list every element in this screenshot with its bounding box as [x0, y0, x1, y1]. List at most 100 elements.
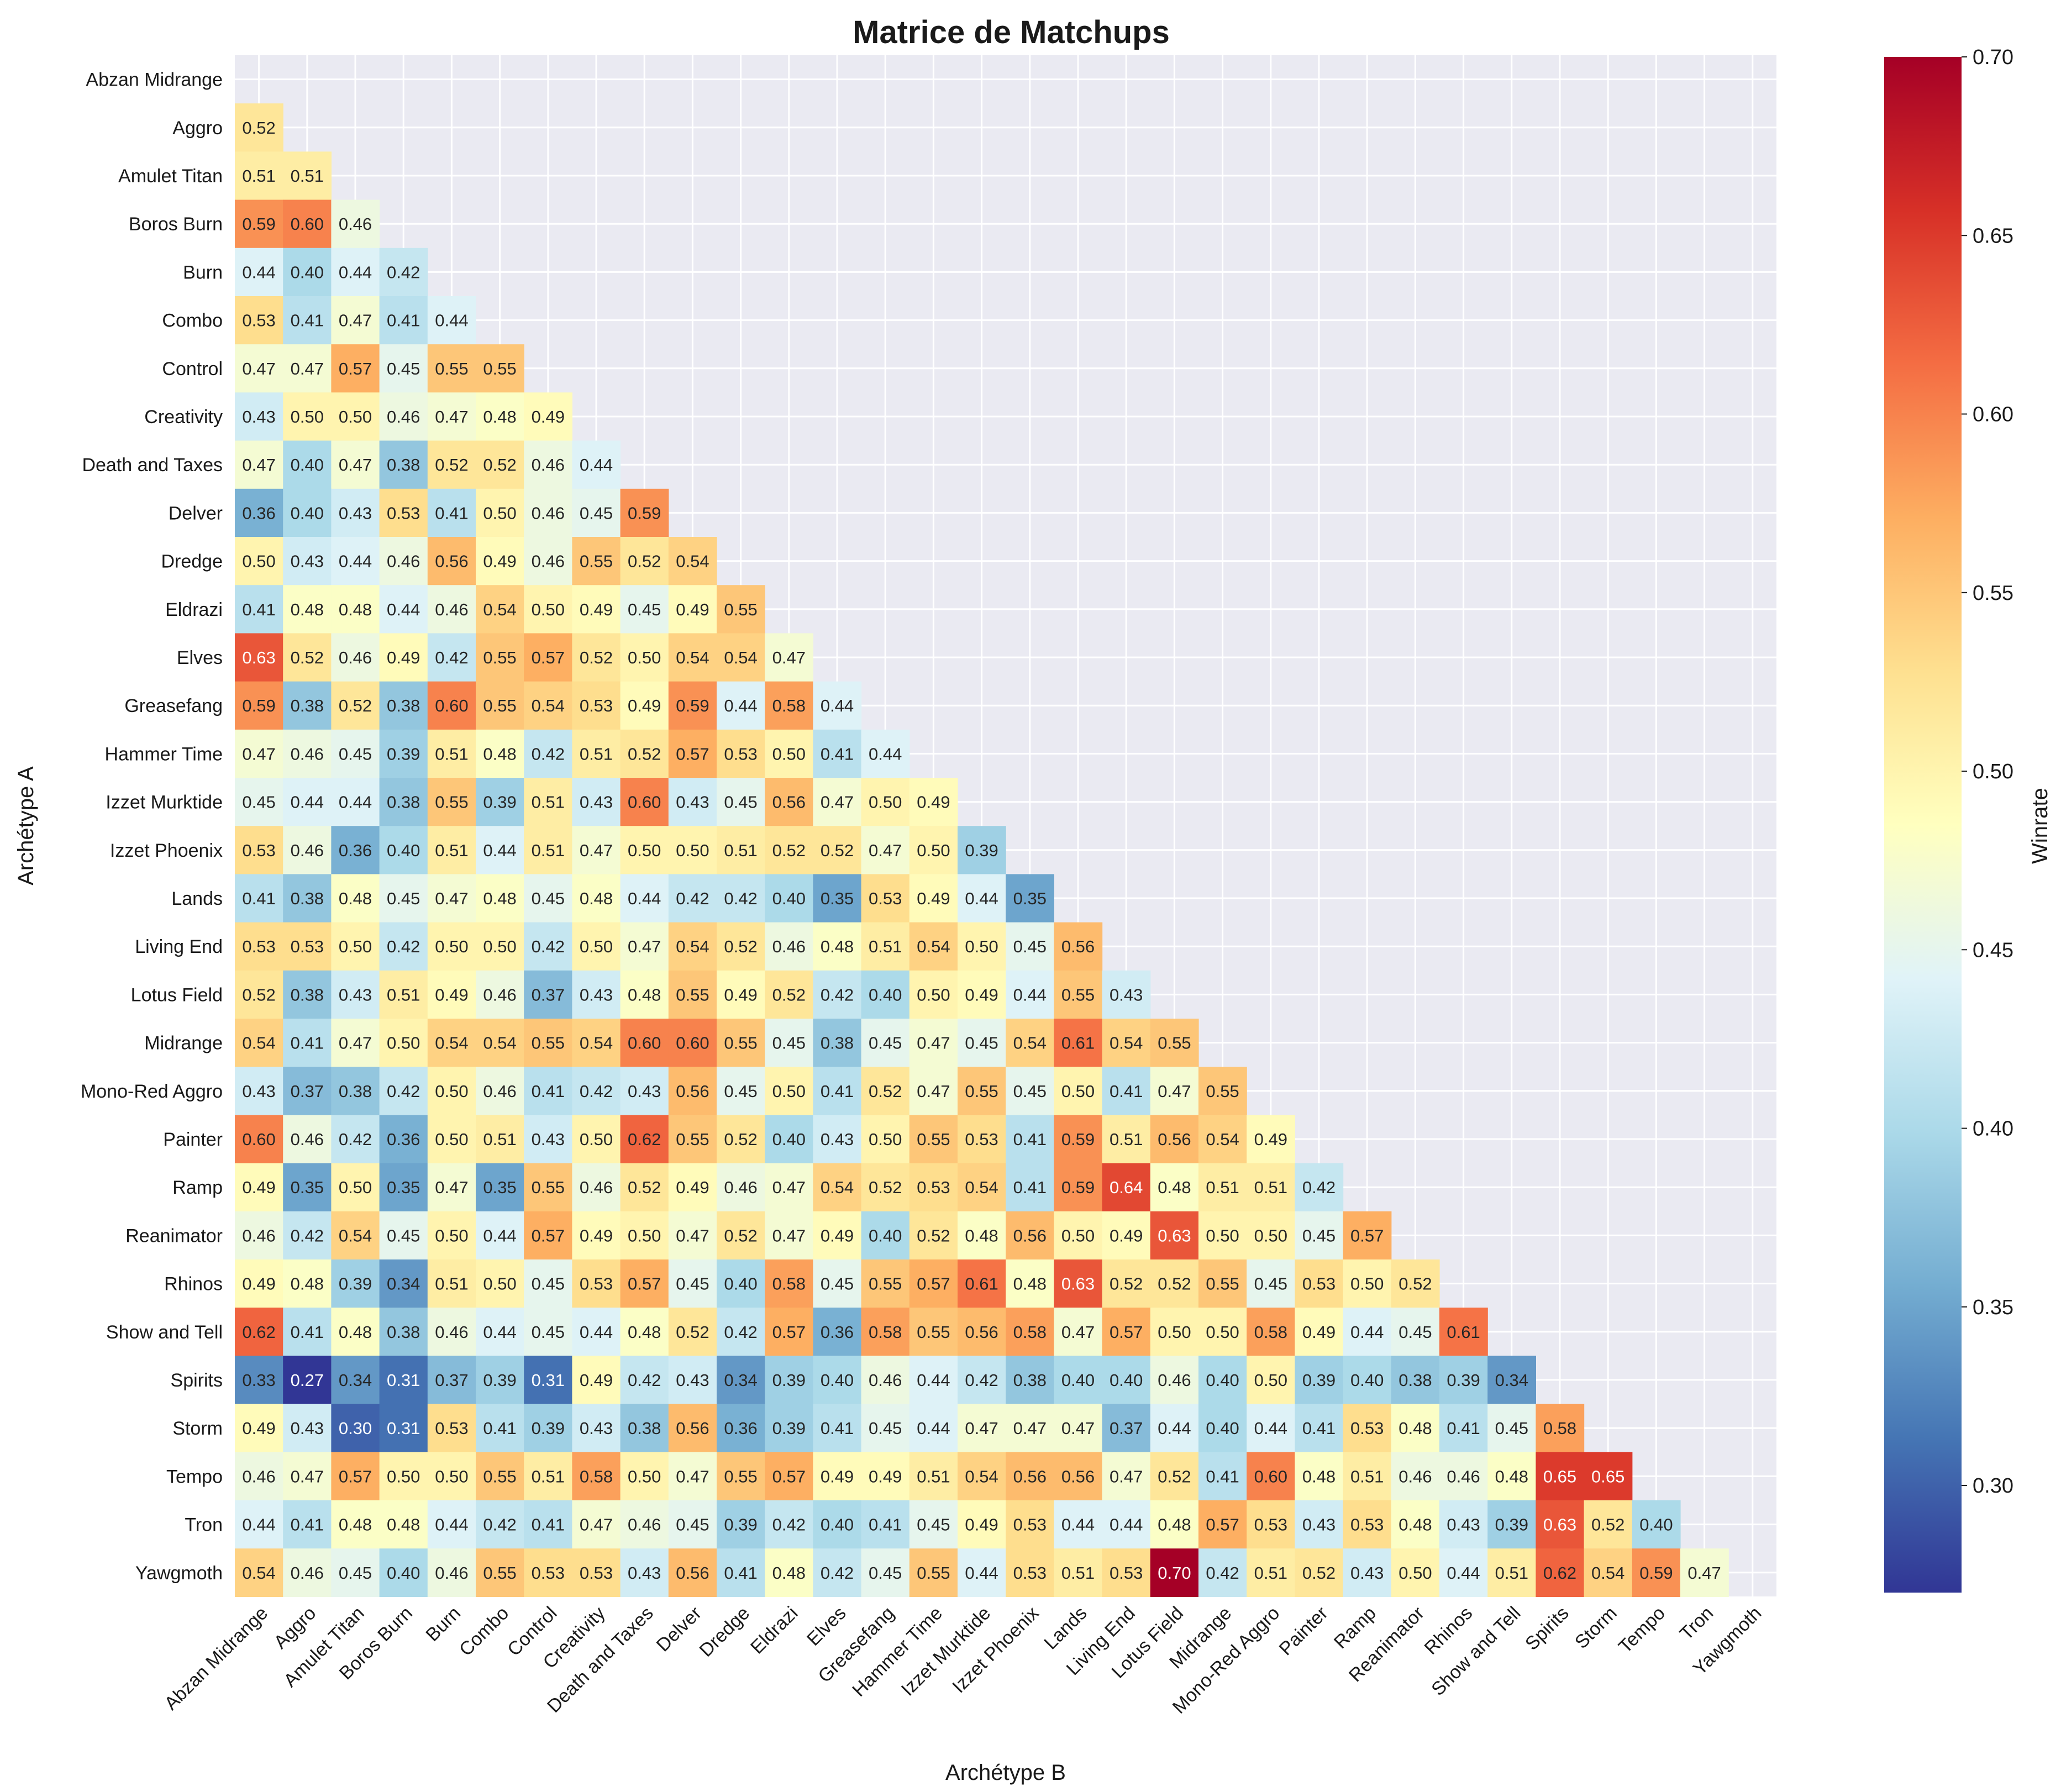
heatmap-cell [1536, 1548, 1585, 1597]
cell-value-label: 0.36 [387, 1130, 420, 1149]
cell-value-label: 0.55 [917, 1322, 950, 1342]
heatmap-cell [283, 392, 332, 441]
cell-value-label: 0.49 [676, 1178, 709, 1197]
heatmap-cell [813, 681, 862, 730]
cell-value-label: 0.44 [435, 1515, 468, 1535]
heatmap-cell [1102, 1356, 1151, 1405]
cell-value-label: 0.41 [435, 503, 468, 523]
heatmap-cell [427, 392, 476, 441]
cell-value-label: 0.39 [1447, 1371, 1480, 1390]
heatmap-cell [572, 681, 621, 730]
heatmap-cell [717, 778, 765, 826]
cell-value-label: 0.49 [724, 985, 757, 1004]
heatmap-cell [572, 1356, 621, 1405]
heatmap-cell [765, 1356, 813, 1405]
cell-value-label: 0.45 [1254, 1274, 1287, 1294]
heatmap-cell [1150, 1163, 1199, 1212]
cell-value-label: 0.42 [387, 1082, 420, 1101]
heatmap-cell [524, 1404, 572, 1453]
heatmap-cell [668, 1404, 717, 1453]
heatmap-cell [476, 729, 524, 778]
x-tick-label: Storm [1571, 1603, 1621, 1653]
cell-value-label: 0.52 [242, 985, 275, 1004]
heatmap-cell [1487, 1500, 1536, 1549]
heatmap-cell [331, 778, 380, 826]
cell-value-label: 0.50 [435, 937, 468, 956]
heatmap-cell [235, 729, 283, 778]
x-tick-label: Painter [1275, 1603, 1332, 1659]
heatmap-cell [476, 826, 524, 874]
heatmap-cell [572, 1163, 621, 1212]
heatmap-cell [668, 729, 717, 778]
x-tick-label: Tempo [1615, 1603, 1669, 1657]
heatmap-cell [572, 440, 621, 489]
cell-value-label: 0.50 [580, 937, 613, 956]
heatmap-cell [1006, 1548, 1054, 1597]
heatmap-cell [427, 922, 476, 971]
cell-value-label: 0.47 [1061, 1419, 1095, 1438]
heatmap-cell [1247, 1115, 1295, 1164]
heatmap-cell [1343, 1404, 1392, 1453]
heatmap-cell [717, 1067, 765, 1115]
heatmap-cell [379, 1356, 428, 1405]
cell-value-label: 0.55 [483, 1563, 516, 1583]
heatmap-cell [235, 970, 283, 1019]
x-tick-label: Eldrazi [746, 1603, 802, 1658]
y-tick-label: Tempo [166, 1466, 223, 1487]
cell-value-label: 0.41 [821, 744, 854, 763]
heatmap-cell [331, 1115, 380, 1164]
heatmap-cell [958, 970, 1006, 1019]
cell-value-label: 0.46 [532, 455, 565, 475]
cell-value-label: 0.40 [1639, 1515, 1673, 1535]
cell-value-label: 0.40 [869, 985, 902, 1004]
cell-value-label: 0.47 [676, 1226, 709, 1245]
cell-value-label: 0.38 [339, 1082, 372, 1101]
heatmap-cell [1150, 1452, 1199, 1501]
heatmap-cell [1198, 1067, 1247, 1115]
heatmap-cell [379, 681, 428, 730]
heatmap-cell [427, 874, 476, 923]
heatmap-cell [283, 922, 332, 971]
heatmap-cell [476, 681, 524, 730]
heatmap-cell [524, 537, 572, 586]
heatmap-cell [427, 1163, 476, 1212]
cell-value-label: 0.34 [1495, 1371, 1528, 1390]
cell-value-label: 0.56 [1013, 1226, 1047, 1245]
heatmap-cell [331, 344, 380, 393]
cell-value-label: 0.31 [532, 1371, 565, 1390]
y-tick-label: Combo [162, 310, 223, 331]
heatmap-cell [1198, 1308, 1247, 1356]
heatmap-cell [1439, 1404, 1488, 1453]
heatmap-cell [331, 296, 380, 345]
cell-value-label: 0.42 [532, 744, 565, 763]
heatmap-cell [765, 1500, 813, 1549]
cell-value-label: 0.47 [917, 1082, 950, 1101]
heatmap-cell [1247, 1163, 1295, 1212]
heatmap-cell [235, 1404, 283, 1453]
cell-value-label: 0.53 [435, 1419, 468, 1438]
cell-value-label: 0.35 [821, 889, 854, 908]
heatmap-cell [572, 778, 621, 826]
y-tick-label: Delver [169, 503, 223, 524]
cell-value-label: 0.47 [1061, 1322, 1095, 1342]
heatmap-cell [235, 488, 283, 537]
heatmap-cell [283, 1308, 332, 1356]
heatmap-cell [1054, 1019, 1103, 1067]
cell-value-label: 0.36 [821, 1322, 854, 1342]
cell-value-label: 0.54 [965, 1467, 998, 1486]
cell-value-label: 0.54 [724, 648, 757, 667]
y-tick-label: Midrange [144, 1033, 223, 1054]
cell-value-label: 0.49 [580, 1371, 613, 1390]
cell-value-label: 0.48 [1158, 1178, 1191, 1197]
cell-value-label: 0.41 [869, 1515, 902, 1535]
heatmap-cell [476, 1548, 524, 1597]
heatmap-cell [717, 633, 765, 682]
heatmap-cell [620, 1211, 669, 1260]
heatmap-cell [620, 633, 669, 682]
heatmap-cell [1247, 1500, 1295, 1549]
heatmap-cell [1343, 1548, 1392, 1597]
cell-value-label: 0.33 [242, 1371, 275, 1390]
heatmap-cell [427, 1259, 476, 1308]
cell-value-label: 0.49 [435, 985, 468, 1004]
heatmap-cell [524, 778, 572, 826]
